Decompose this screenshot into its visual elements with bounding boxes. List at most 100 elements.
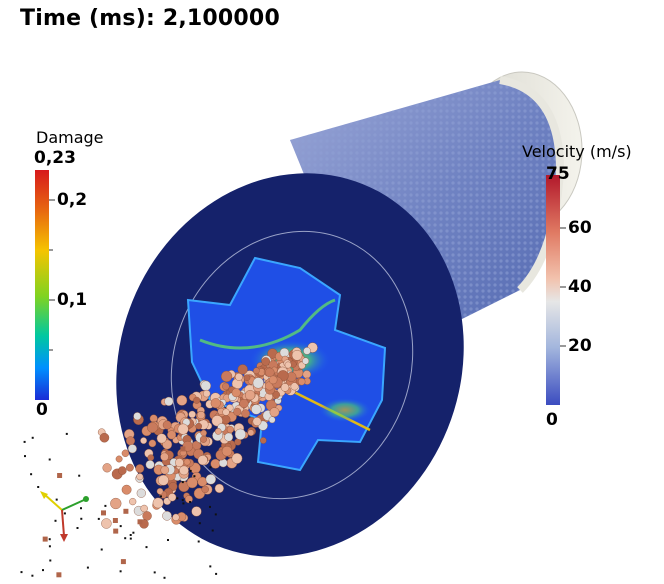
debris-point	[86, 566, 89, 569]
particle	[118, 466, 127, 475]
particle	[298, 378, 306, 386]
particle	[268, 375, 278, 385]
debris-point	[112, 518, 118, 523]
debris-point	[120, 559, 126, 565]
particle	[202, 389, 211, 398]
debris-point	[189, 501, 192, 503]
particle	[156, 433, 167, 444]
particle	[145, 460, 155, 470]
debris-point	[181, 499, 184, 502]
particle	[247, 429, 255, 437]
debris-point	[100, 548, 103, 551]
particle	[234, 372, 243, 381]
particle	[201, 485, 209, 494]
particle	[205, 474, 217, 485]
particle	[133, 412, 142, 421]
debris-point	[48, 538, 51, 541]
particle	[221, 415, 231, 425]
particle	[168, 482, 178, 491]
velocity-label-max: 75	[546, 164, 570, 184]
particle	[210, 398, 221, 409]
particle	[147, 454, 155, 462]
debris-point	[54, 519, 57, 522]
particle	[172, 513, 180, 521]
particle	[179, 465, 189, 476]
particle	[221, 446, 233, 457]
velocity-label-40: 40	[568, 277, 592, 297]
debris-point	[76, 527, 79, 529]
debris-point	[113, 528, 119, 534]
velocity-title: Velocity (m/s)	[522, 142, 632, 161]
debris-point	[31, 436, 34, 439]
particle	[245, 390, 256, 401]
particle	[196, 411, 205, 420]
particle	[302, 370, 311, 379]
particle	[268, 416, 276, 424]
particle	[200, 429, 207, 437]
debris-point	[48, 545, 51, 548]
particle	[99, 432, 110, 443]
time-readout: Time (ms): 2,100000	[20, 6, 280, 31]
particle	[239, 398, 249, 409]
damage-label-0-1: 0,1	[57, 290, 88, 310]
debris-point	[37, 486, 40, 488]
particle	[265, 367, 275, 378]
particle	[167, 430, 177, 440]
debris-point	[31, 574, 34, 577]
particle	[147, 422, 158, 433]
debris-point	[215, 572, 218, 575]
particle	[127, 444, 137, 454]
particle	[193, 396, 201, 404]
particle	[195, 422, 202, 430]
debris-point	[153, 571, 156, 574]
debris-point	[42, 569, 44, 572]
damage-title: Damage	[36, 128, 104, 147]
debris-point	[63, 512, 66, 515]
orientation-axes	[40, 491, 89, 542]
particle	[291, 349, 303, 361]
debris-point	[20, 571, 23, 574]
damage-colorbar	[35, 170, 55, 400]
velocity-colorbar	[546, 175, 566, 405]
damage-label-0-2: 0,2	[57, 190, 88, 210]
particle	[233, 407, 242, 416]
debris-point	[176, 497, 179, 500]
particle	[135, 464, 145, 473]
damage-label-min: 0	[36, 400, 48, 420]
debris-point	[80, 517, 83, 520]
particle	[261, 357, 271, 366]
debris-point	[182, 502, 185, 505]
particle-cloud	[97, 342, 318, 529]
debris-point	[181, 481, 184, 484]
debris-point	[193, 475, 196, 478]
debris-point	[180, 446, 186, 452]
particle	[214, 483, 224, 494]
debris-points	[20, 432, 218, 579]
particle	[211, 415, 223, 427]
debris-point	[65, 432, 68, 435]
particle	[102, 463, 112, 473]
particle	[237, 364, 248, 375]
particle	[231, 388, 241, 398]
particle	[121, 484, 132, 495]
debris-point	[124, 537, 127, 540]
particle	[269, 407, 280, 418]
debris-point	[137, 519, 143, 525]
particle	[162, 510, 172, 521]
debris-point	[211, 529, 214, 532]
particle	[199, 435, 207, 443]
particle	[115, 455, 123, 463]
particle	[174, 458, 184, 467]
particle	[164, 396, 174, 407]
particle	[156, 487, 164, 495]
particle	[101, 518, 112, 529]
particle	[136, 488, 146, 498]
particle	[110, 497, 122, 510]
particle	[290, 382, 299, 391]
particle	[136, 473, 144, 481]
debris-point	[24, 455, 26, 458]
debris-point	[129, 537, 132, 540]
particle	[279, 347, 290, 358]
particle	[234, 428, 247, 440]
